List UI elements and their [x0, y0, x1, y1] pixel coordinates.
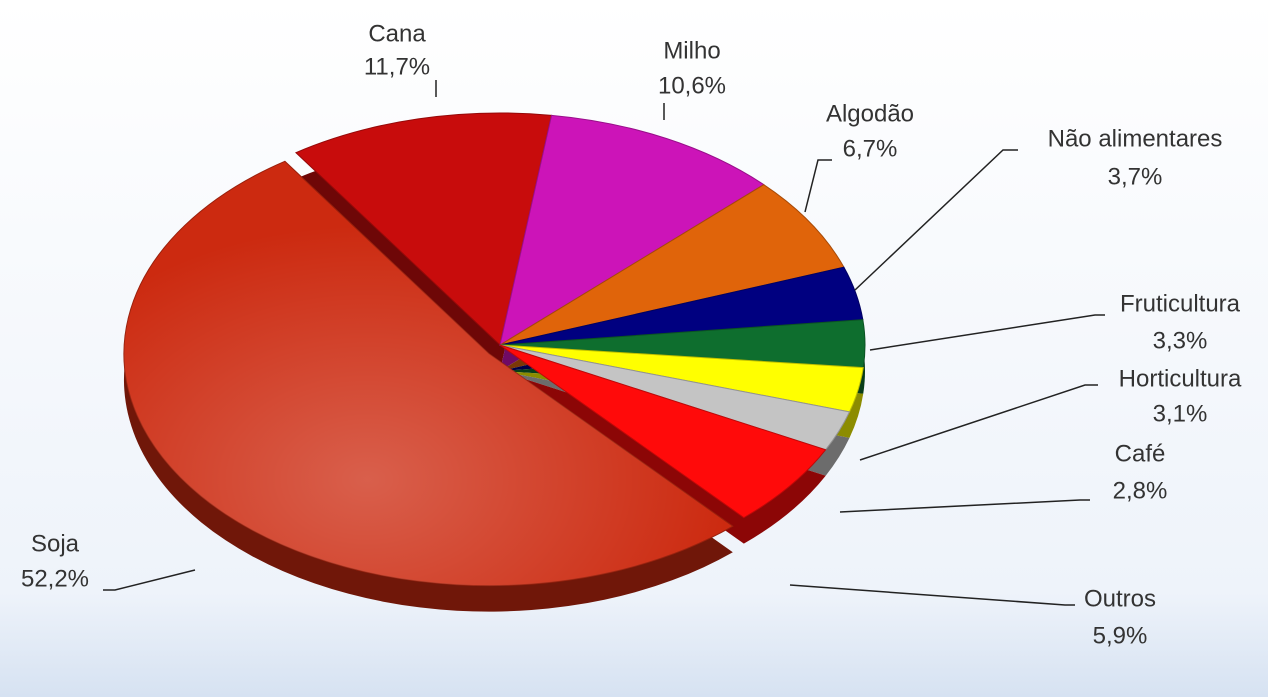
- slice: [499, 184, 845, 346]
- slice: [499, 114, 765, 347]
- category-label: Fruticultura: [1120, 290, 1241, 317]
- slice: [499, 344, 827, 519]
- category-label: Cana: [368, 20, 426, 47]
- category-label: Milho: [663, 37, 720, 64]
- value-label: 52,2%: [21, 565, 89, 592]
- value-label: 3,7%: [1108, 163, 1163, 190]
- highlight: [123, 161, 733, 586]
- value-label: 10,6%: [658, 72, 726, 99]
- category-label: Soja: [31, 530, 80, 557]
- value-label: 5,9%: [1093, 622, 1148, 649]
- leader-line: [839, 499, 1090, 513]
- value-label: 2,8%: [1113, 477, 1168, 504]
- leader-line: [854, 149, 1018, 291]
- pie: [123, 112, 866, 612]
- leader-line: [804, 159, 832, 213]
- slice: [294, 112, 553, 346]
- category-label: Horticultura: [1119, 365, 1242, 392]
- leader-line: [859, 384, 1098, 461]
- category-label: Outros: [1084, 585, 1156, 612]
- leader-line: [869, 314, 1105, 351]
- value-label: 3,1%: [1153, 400, 1208, 427]
- value-label: 6,7%: [843, 135, 898, 162]
- category-label: Café: [1115, 440, 1166, 467]
- leader-line: [103, 569, 196, 591]
- labels: Cana 11,7% Milho 10,6% Algodão 6,7% Não alimen…: [21, 20, 1242, 649]
- category-label: Algodão: [826, 100, 914, 127]
- category-label: Não alimentares: [1048, 125, 1223, 152]
- value-label: 11,7%: [364, 53, 430, 80]
- value-label: 3,3%: [1153, 327, 1208, 354]
- leader-line: [789, 584, 1075, 606]
